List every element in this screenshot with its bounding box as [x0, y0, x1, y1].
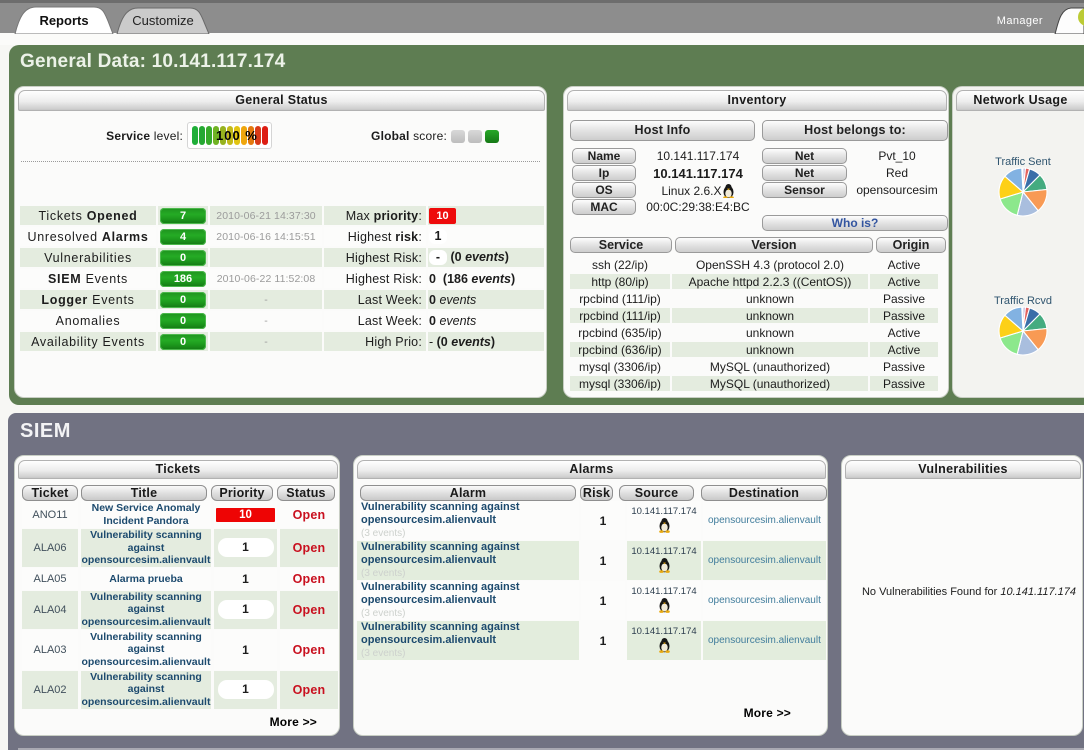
svg-text:Reports: Reports	[39, 13, 88, 28]
svg-text:Customize: Customize	[132, 13, 193, 28]
